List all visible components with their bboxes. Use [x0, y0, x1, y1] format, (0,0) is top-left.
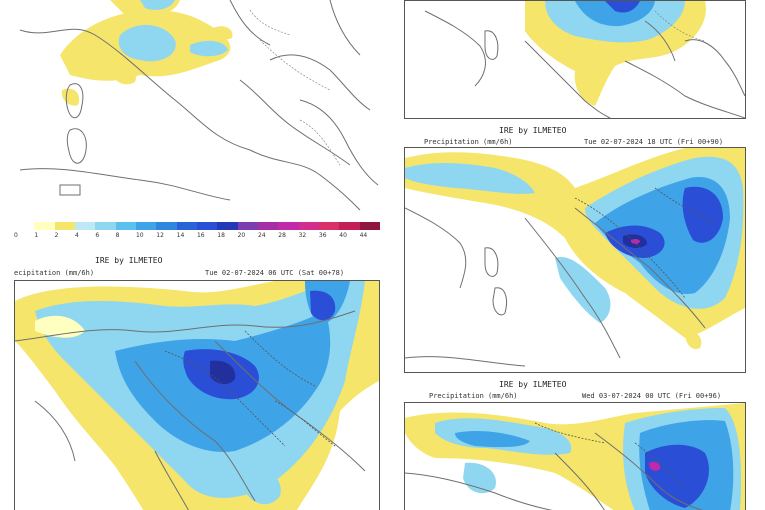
map-frame — [404, 0, 746, 119]
panel-title: IRE by ILMETEO — [95, 256, 163, 265]
precip-lightblue — [463, 462, 496, 494]
coastline — [405, 207, 706, 367]
scale-swatch — [176, 222, 197, 230]
precip-darkblue — [310, 290, 336, 321]
precip-blue — [455, 430, 530, 448]
precip-lightblue — [140, 0, 175, 10]
scale-swatch — [74, 222, 96, 230]
precip-yellow — [685, 331, 702, 350]
scale-swatch — [339, 222, 360, 230]
precip-magenta — [631, 238, 640, 244]
borders — [164, 330, 336, 447]
precip-map-bottom-left — [15, 281, 379, 510]
map-panel-mid-right: IRE by ILMETEO Precipitation (mm/6h) Tue… — [404, 124, 750, 374]
borders — [574, 187, 716, 299]
scale-label: 0 — [14, 232, 18, 239]
scale-labels: 0 1 2 4 6 8 10 12 14 16 18 20 24 28 32 36 40 44 — [14, 232, 380, 239]
scale-label: 28 — [278, 232, 286, 239]
coastline — [15, 310, 366, 510]
precip-lightblue — [555, 257, 611, 323]
scale-label: 24 — [257, 232, 266, 239]
map-frame — [14, 280, 380, 510]
scale-swatch — [359, 222, 380, 230]
scale-swatch — [196, 222, 218, 230]
scale-label: 16 — [196, 232, 205, 239]
scale-swatch — [156, 222, 177, 230]
precip-darkblue — [682, 186, 723, 243]
borders — [249, 9, 341, 166]
precip-lightblue — [190, 40, 228, 57]
color-scale: 0 1 2 4 6 8 10 12 14 16 18 20 24 28 32 36 40 44 — [14, 222, 380, 244]
scale-swatch — [14, 222, 35, 230]
precip-yellow — [110, 65, 136, 85]
coastline — [405, 432, 704, 510]
scale-swatch — [237, 222, 258, 230]
precip-lightblue — [245, 469, 281, 505]
scale-label: 1 — [34, 232, 39, 239]
panel-caption-left: Precipitation (mm/6h) — [424, 138, 513, 146]
precip-yellow — [61, 88, 80, 106]
scale-label: 40 — [339, 232, 347, 239]
borders — [654, 10, 706, 42]
precip-lightblue — [405, 163, 535, 194]
map-panel-top-left — [0, 0, 380, 215]
precip-darkblue — [605, 1, 640, 13]
scale-label: 10 — [135, 232, 144, 239]
map-panel-bottom-left: IRE by ILMETEO ecipitation (mm/6h) Tue 0… — [0, 252, 380, 510]
scale-label: 14 — [176, 232, 185, 239]
precip-yellow — [580, 70, 598, 98]
scale-swatch — [34, 222, 55, 230]
panel-caption-right: Wed 03-07-2024 00 UTC (Fri 00+96) — [582, 392, 722, 400]
scale-label: 44 — [359, 232, 368, 239]
map-frame — [404, 147, 746, 373]
precip-lightblue — [118, 24, 176, 62]
panel-title: IRE by ILMETEO — [499, 126, 567, 135]
map-panel-top-right — [404, 0, 750, 120]
scale-label: 32 — [298, 232, 307, 239]
scale-swatch — [318, 222, 340, 230]
precip-navy — [210, 360, 236, 385]
panel-caption-left: ecipitation (mm/6h) — [14, 269, 95, 277]
scale-swatch — [54, 222, 75, 230]
map-frame — [404, 402, 746, 510]
scale-swatch — [298, 222, 319, 230]
scale-label: 20 — [237, 232, 246, 239]
scale-label: 12 — [156, 232, 164, 239]
scale-swatch — [217, 222, 238, 230]
panel-title: IRE by ILMETEO — [499, 380, 567, 389]
borders — [534, 422, 686, 489]
map-panel-bottom-right: IRE by ILMETEO Precipitation (mm/6h) Wed… — [404, 378, 750, 510]
scale-swatch — [278, 222, 299, 230]
precip-map-top-left — [19, 0, 379, 211]
panel-caption-right: Tue 02-07-2024 18 UTC (Fri 00+90) — [584, 138, 724, 146]
scale-swatch — [115, 222, 136, 230]
precip-map-bottom-right — [405, 403, 745, 510]
precip-map-top-right — [424, 1, 745, 118]
precip-magenta — [649, 461, 661, 471]
scale-swatch — [257, 222, 279, 230]
panel-caption-right: Tue 02-07-2024 06 UTC (Sat 00+78) — [205, 269, 345, 277]
coastline — [424, 10, 745, 118]
scale-label: 36 — [318, 232, 327, 239]
scale-swatch — [95, 222, 116, 230]
scale-bar — [14, 222, 380, 230]
precip-darkblue — [645, 444, 709, 508]
precip-yellow — [210, 26, 233, 40]
panel-caption-left: Precipitation (mm/6h) — [429, 392, 518, 400]
scale-label: 8 — [115, 232, 120, 239]
scale-swatch — [135, 222, 157, 230]
scale-label: 4 — [74, 232, 79, 239]
scale-label: 6 — [95, 232, 100, 239]
scale-label: 18 — [217, 232, 225, 239]
precip-map-mid-right — [405, 148, 745, 367]
scale-label: 2 — [54, 232, 59, 239]
